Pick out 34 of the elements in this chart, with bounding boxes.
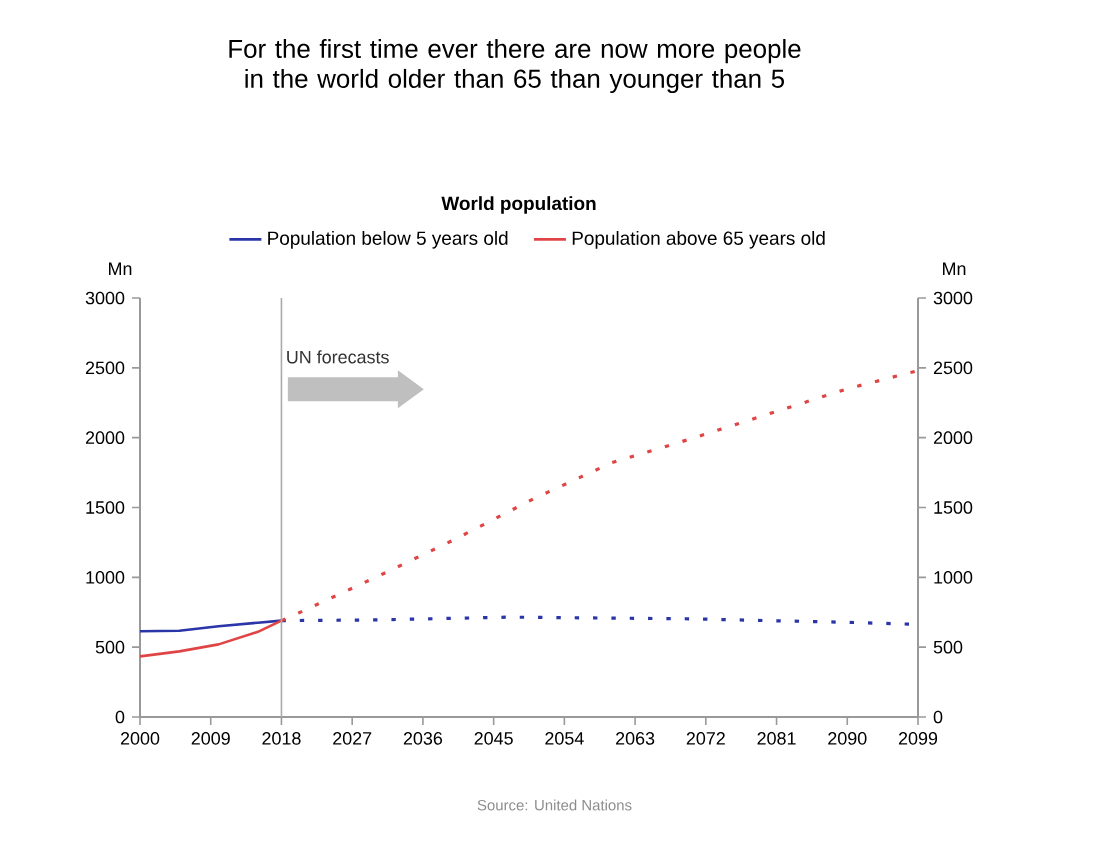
y-tick-label: 2000 — [85, 431, 125, 445]
x-tick-label: 2090 — [828, 732, 867, 745]
y-tick-label: 1000 — [86, 570, 125, 584]
x-tick-label: 2045 — [474, 732, 513, 745]
y-tick-label: 0 — [115, 710, 125, 724]
chart-subtitle: World population — [441, 196, 596, 214]
legend-label: Population above 65 years old — [572, 231, 825, 249]
y2-tick-label: 2500 — [933, 361, 973, 375]
x-tick-label: 2018 — [262, 732, 301, 745]
legend-label: Population below 5 years old — [268, 231, 508, 249]
x-tick-label: 2099 — [898, 732, 938, 745]
x-tick-label: 2072 — [686, 732, 725, 745]
x-tick-label: 2000 — [120, 732, 160, 745]
x-tick-label: 2036 — [403, 732, 443, 745]
y2-tick-label: 3000 — [933, 291, 973, 305]
source-note: Source: United Nations — [477, 799, 632, 811]
y2-tick-label: 1000 — [934, 570, 973, 584]
y2-tick-label: 500 — [933, 640, 963, 654]
y-tick-label: 3000 — [85, 291, 125, 305]
x-tick-label: 2063 — [616, 732, 655, 745]
x-tick-label: 2009 — [191, 732, 230, 745]
y-axis-title: Mn — [109, 262, 132, 275]
y2-axis-title: Mn — [943, 262, 966, 275]
x-tick-label: 2027 — [333, 732, 372, 745]
annotation: UN forecasts — [287, 350, 389, 364]
x-tick-label: 2054 — [545, 732, 584, 745]
y2-tick-label: 1500 — [934, 501, 973, 514]
y-tick-label: 500 — [95, 640, 125, 654]
y-tick-label: 2500 — [85, 361, 125, 375]
y2-tick-label: 0 — [933, 710, 943, 724]
y-tick-label: 1500 — [86, 501, 125, 514]
x-tick-label: 2081 — [757, 732, 796, 745]
y2-tick-label: 2000 — [933, 431, 973, 445]
chart-title: For the first time ever there are now more people in the world older than 65 than younger than 5 — [229, 39, 801, 94]
